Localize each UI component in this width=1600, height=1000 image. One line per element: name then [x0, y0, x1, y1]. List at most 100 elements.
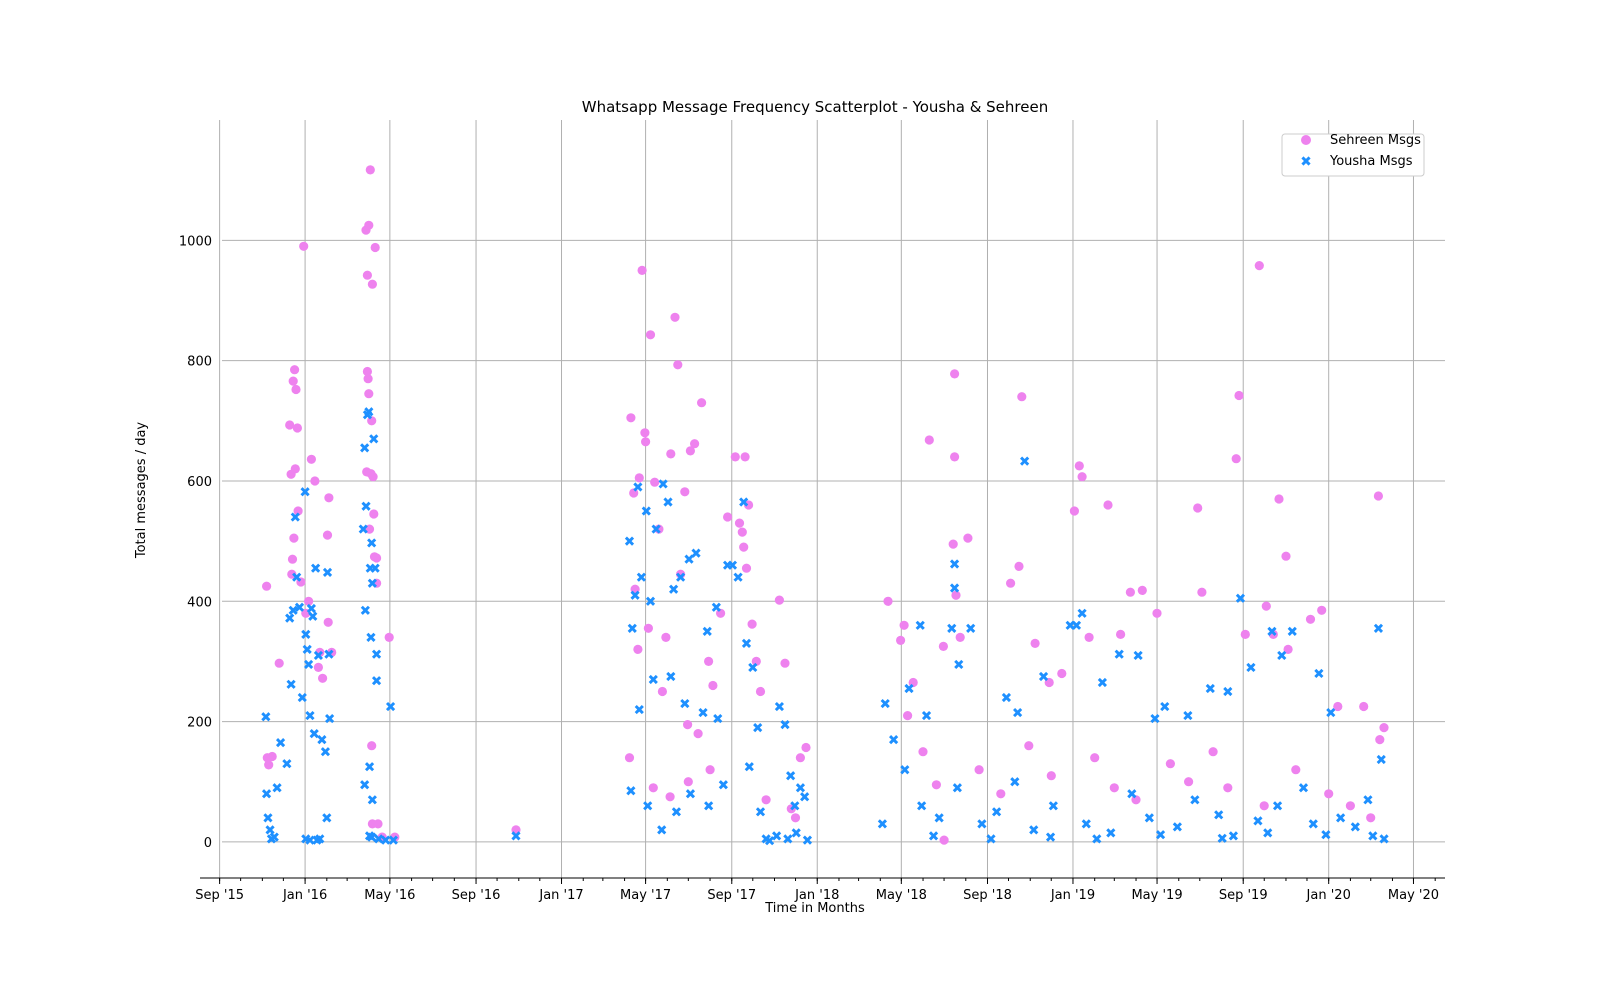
yousha-point: [315, 834, 325, 844]
sehreen-point: [292, 423, 302, 433]
yousha-point: [358, 524, 368, 534]
sehreen-point: [324, 493, 334, 503]
yousha-point: [1321, 830, 1331, 840]
sehreen-point: [1046, 771, 1056, 781]
yousha-point: [1127, 789, 1137, 799]
y-tick-label: 200: [187, 716, 212, 731]
yousha-point: [317, 735, 327, 745]
yousha-point: [713, 713, 723, 724]
yousha-point: [1048, 801, 1058, 811]
sehreen-point: [288, 376, 298, 386]
yousha-point: [755, 807, 766, 817]
yousha-point: [1326, 707, 1336, 718]
sehreen-point: [751, 656, 761, 667]
x-tick-label: Sep '18: [963, 888, 1012, 903]
sehreen-point: [739, 542, 749, 552]
sehreen-point: [1324, 789, 1334, 799]
sehreen-point: [1069, 506, 1079, 516]
legend-marker-sehreen: [1301, 135, 1311, 145]
sehreen-point: [262, 581, 272, 591]
sehreen-point: [306, 454, 316, 464]
yousha-point: [385, 701, 396, 712]
yousha-point: [300, 487, 310, 497]
yousha-point: [739, 497, 749, 507]
sehreen-point: [665, 792, 675, 802]
sehreen-point: [1030, 638, 1040, 649]
yousha-point: [1373, 623, 1384, 633]
yousha-point: [309, 729, 319, 739]
sehreen-point: [1165, 759, 1175, 769]
yousha-point: [1010, 777, 1020, 787]
sehreen-point: [657, 686, 668, 697]
sehreen-point: [951, 590, 961, 600]
sehreen-point: [1077, 472, 1087, 482]
sehreen-point: [1283, 644, 1293, 655]
yousha-point: [780, 719, 790, 730]
yousha-point: [624, 536, 635, 546]
yousha-point: [511, 831, 521, 841]
yousha-point: [1277, 650, 1287, 661]
sehreen-point: [723, 512, 733, 522]
sehreen-point: [1017, 392, 1027, 402]
legend-box: [1281, 133, 1425, 177]
sehreen-point: [950, 452, 960, 462]
sehreen-point: [362, 467, 372, 477]
sehreen-point: [1274, 494, 1284, 504]
yousha-point: [367, 578, 377, 588]
yousha-point: [292, 572, 302, 582]
yousha-point: [949, 583, 960, 593]
yousha-point: [711, 602, 721, 612]
yousha-point: [1114, 649, 1124, 659]
yousha-point: [641, 506, 651, 516]
sehreen-point: [290, 464, 300, 474]
sehreen-point: [1254, 261, 1264, 271]
yousha-point: [680, 698, 690, 709]
y-axis: 0 200 400 600 800 1000: [179, 234, 212, 851]
sehreen-point: [899, 620, 909, 630]
yousha-point: [669, 584, 679, 594]
sehreen-point: [883, 596, 893, 606]
sehreen-point: [368, 472, 378, 482]
sehreen-point: [680, 487, 690, 497]
yousha-point: [928, 831, 939, 841]
yousha-point: [651, 524, 661, 534]
yousha-point: [305, 710, 315, 721]
yousha-point: [718, 780, 728, 790]
yousha-point: [786, 771, 796, 781]
yousha-point: [783, 834, 793, 844]
yousha-point: [1133, 650, 1143, 661]
legend-label-yousha: Yousha Msgs: [1329, 154, 1413, 169]
sehreen-point: [365, 165, 375, 175]
sehreen-point: [384, 632, 394, 643]
sehreen-point: [903, 711, 913, 721]
sehreen-point: [264, 760, 274, 770]
sehreen-point: [801, 742, 811, 753]
sehreen-point: [1006, 578, 1016, 588]
sehreen-point: [950, 369, 960, 379]
yousha-point: [1223, 686, 1233, 697]
sehreen-point: [322, 530, 333, 540]
yousha-point: [306, 603, 316, 614]
yousha-point: [301, 629, 311, 639]
yousha-point: [753, 723, 763, 733]
yousha-point: [684, 554, 694, 564]
yousha-point: [294, 602, 305, 612]
yousha-point: [748, 662, 758, 673]
yousha-point: [325, 713, 335, 724]
yousha-point: [765, 836, 775, 846]
sehreen-point: [790, 813, 801, 823]
sehreen-point: [673, 360, 683, 370]
sehreen-point: [1197, 587, 1207, 597]
y-tick-label: 0: [204, 836, 212, 851]
sehreen-point: [918, 747, 928, 757]
sehreen-point: [373, 819, 383, 829]
yousha-point: [1150, 713, 1160, 724]
sehreen-point: [274, 658, 284, 668]
sehreen-point: [1345, 801, 1355, 811]
yousha-point: [900, 765, 910, 775]
yousha-point: [1045, 832, 1056, 842]
yousha-point: [360, 605, 370, 615]
legend-label-sehreen: Sehreen Msgs: [1330, 133, 1421, 148]
sehreen-point: [285, 420, 295, 430]
sehreen-point: [290, 365, 300, 375]
